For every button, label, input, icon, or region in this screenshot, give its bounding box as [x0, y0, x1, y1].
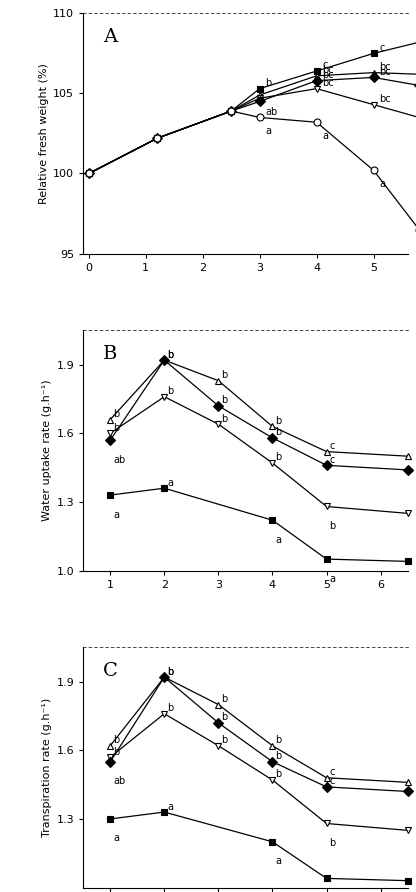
- Text: ab: ab: [113, 455, 125, 465]
- Text: b: b: [275, 452, 282, 462]
- Text: b: b: [167, 386, 173, 396]
- Text: b: b: [329, 521, 336, 531]
- Text: a: a: [322, 131, 328, 141]
- Text: ab: ab: [113, 776, 125, 786]
- Text: a: a: [265, 127, 271, 136]
- Text: c: c: [329, 767, 335, 777]
- Text: bc: bc: [322, 65, 334, 75]
- Text: c: c: [329, 776, 335, 787]
- Text: b: b: [113, 747, 119, 756]
- Text: a: a: [275, 534, 281, 545]
- Text: b: b: [221, 370, 228, 380]
- Text: a: a: [167, 802, 173, 812]
- Text: bc: bc: [379, 67, 391, 77]
- Text: b: b: [167, 350, 173, 359]
- Text: b: b: [221, 414, 228, 424]
- Text: bc: bc: [322, 70, 334, 80]
- Y-axis label: Relative fresh weight (%): Relative fresh weight (%): [39, 63, 49, 204]
- Text: a: a: [167, 477, 173, 488]
- Text: b: b: [221, 713, 228, 723]
- Text: b: b: [113, 409, 119, 419]
- Text: b: b: [221, 395, 228, 405]
- Text: a: a: [329, 574, 335, 583]
- Text: b: b: [265, 78, 272, 88]
- Text: b: b: [113, 735, 119, 745]
- Text: ab: ab: [265, 107, 277, 117]
- Text: a: a: [275, 856, 281, 866]
- Text: B: B: [103, 345, 117, 363]
- Text: bc: bc: [322, 78, 334, 88]
- Text: b: b: [167, 350, 173, 359]
- Text: b: b: [167, 666, 173, 676]
- Y-axis label: Water uptake rate (g.h⁻¹): Water uptake rate (g.h⁻¹): [42, 380, 52, 521]
- Y-axis label: Transpiration rate (g.h⁻¹): Transpiration rate (g.h⁻¹): [42, 698, 52, 837]
- Text: C: C: [103, 662, 118, 680]
- Text: c: c: [329, 441, 335, 451]
- Text: c: c: [379, 43, 384, 53]
- Text: b: b: [275, 427, 282, 437]
- Text: a: a: [113, 833, 119, 843]
- Text: c: c: [322, 61, 327, 70]
- Text: A: A: [103, 28, 117, 45]
- Text: c: c: [329, 455, 335, 465]
- Text: b: b: [329, 838, 336, 848]
- Text: b: b: [275, 416, 282, 425]
- Text: a: a: [379, 179, 385, 189]
- Text: bc: bc: [379, 94, 391, 104]
- Text: b: b: [275, 735, 282, 745]
- Text: b: b: [275, 751, 282, 761]
- Text: bc: bc: [379, 62, 391, 72]
- Text: b: b: [221, 735, 228, 745]
- Text: b: b: [167, 666, 173, 676]
- Text: b: b: [275, 770, 282, 780]
- Text: a: a: [113, 509, 119, 519]
- Text: b: b: [113, 423, 119, 433]
- Text: b: b: [221, 694, 228, 704]
- Text: b: b: [167, 703, 173, 714]
